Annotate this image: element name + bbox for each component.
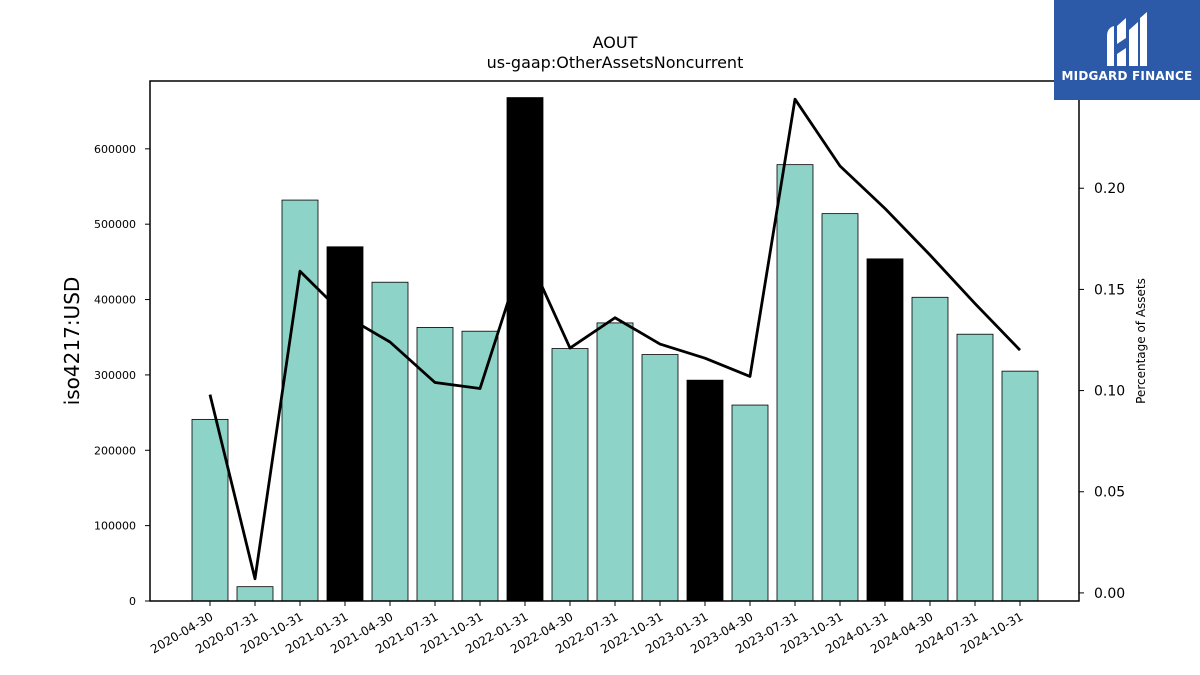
bar-series [191,97,1039,602]
bar-2022-07-31 [596,322,634,602]
right-tick-label: 0.15 [1094,282,1125,298]
bar-2020-04-30 [191,418,229,602]
bar-2021-10-31 [461,330,499,602]
right-axis-label: Percentage of Assets [1134,278,1148,404]
right-tick-label: 0.05 [1094,485,1125,501]
right-tick-label: 0.00 [1094,586,1125,602]
bar-2023-07-31 [776,164,814,602]
bar-2023-04-30 [731,404,769,602]
bar-2024-01-31 [866,258,904,602]
left-tick-label: 100000 [94,520,136,533]
bar-2024-04-30 [911,296,949,602]
left-axis-label: iso4217:USD [60,277,84,406]
bar-2022-01-31 [506,97,544,602]
bar-2021-01-31 [326,246,364,602]
ratio-line [208,97,1022,581]
right-tick-label: 0.20 [1094,181,1125,197]
bar-2023-01-31 [686,379,724,602]
left-tick-label: 500000 [94,218,136,231]
bar-2020-10-31 [281,199,319,602]
bar-2022-10-31 [641,354,679,602]
brand-name: MIDGARD FINANCE [1061,69,1193,83]
bar-2022-04-30 [551,348,589,602]
left-axis-ticks: 0 100000 200000 300000 400000 500000 600000 [94,143,150,608]
bar-2021-04-30 [371,281,409,602]
chart-title: AOUT [593,33,638,52]
bar-2024-07-31 [956,333,994,602]
x-axis-ticks: 2020-04-302020-07-312020-10-312021-01-31… [148,601,1026,656]
chart-subtitle: us-gaap:OtherAssetsNoncurrent [487,53,744,72]
left-tick-label: 400000 [94,294,136,307]
right-tick-label: 0.10 [1094,384,1125,400]
ratio-line-series [208,97,1022,581]
bar-2021-07-31 [416,327,454,602]
right-axis-ticks: 0.00 0.05 0.10 0.15 0.20 [1079,181,1125,602]
bar-2023-10-31 [821,213,859,602]
brand-logo: MIDGARD FINANCE [1054,0,1200,100]
left-tick-label: 300000 [94,369,136,382]
left-tick-label: 200000 [94,444,136,457]
left-tick-label: 600000 [94,143,136,156]
left-tick-label: 0 [129,595,136,608]
bar-2020-07-31 [236,586,274,602]
bar-2024-10-31 [1001,370,1039,602]
midgard-logo-icon [1107,12,1147,66]
